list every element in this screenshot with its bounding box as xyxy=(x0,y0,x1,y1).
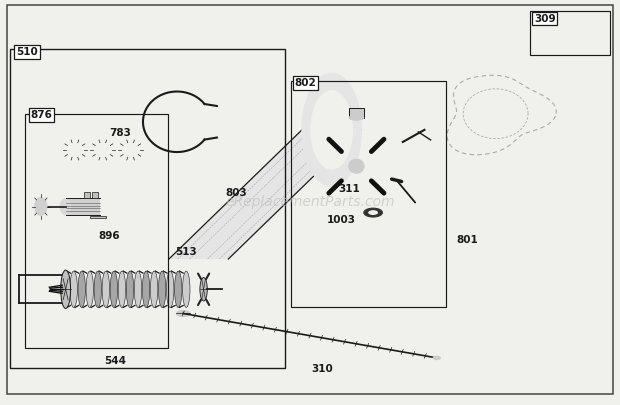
Ellipse shape xyxy=(118,271,126,307)
Ellipse shape xyxy=(62,271,69,307)
Ellipse shape xyxy=(94,271,102,307)
Ellipse shape xyxy=(110,271,118,307)
Ellipse shape xyxy=(102,271,110,307)
Text: 510: 510 xyxy=(16,47,38,57)
Ellipse shape xyxy=(151,271,158,307)
Bar xyxy=(349,108,364,118)
Ellipse shape xyxy=(364,208,383,217)
Text: 876: 876 xyxy=(30,110,52,119)
Text: 513: 513 xyxy=(175,247,197,257)
Polygon shape xyxy=(169,130,361,259)
Text: 803: 803 xyxy=(225,188,247,198)
Bar xyxy=(291,81,446,307)
Ellipse shape xyxy=(167,271,174,307)
Text: 309: 309 xyxy=(534,14,556,23)
Ellipse shape xyxy=(35,198,47,215)
Text: 544: 544 xyxy=(104,356,126,366)
Ellipse shape xyxy=(302,73,361,186)
Ellipse shape xyxy=(182,271,190,307)
Bar xyxy=(92,192,99,198)
Ellipse shape xyxy=(349,115,364,120)
Bar xyxy=(10,49,285,368)
Ellipse shape xyxy=(200,277,207,301)
Ellipse shape xyxy=(348,159,364,173)
Text: 801: 801 xyxy=(457,235,479,245)
Text: 896: 896 xyxy=(98,231,120,241)
Text: 783: 783 xyxy=(109,128,131,138)
Ellipse shape xyxy=(174,271,182,307)
Ellipse shape xyxy=(126,271,134,307)
Bar xyxy=(529,11,610,55)
Ellipse shape xyxy=(176,311,190,317)
Bar xyxy=(66,198,100,215)
Ellipse shape xyxy=(61,270,71,309)
Text: 311: 311 xyxy=(338,184,360,194)
Ellipse shape xyxy=(135,271,142,307)
Ellipse shape xyxy=(143,271,150,307)
Text: 1003: 1003 xyxy=(327,215,356,225)
Text: eReplacementParts.com: eReplacementParts.com xyxy=(225,196,395,209)
Bar xyxy=(84,192,91,198)
Text: 802: 802 xyxy=(294,78,316,88)
Ellipse shape xyxy=(311,90,353,169)
Ellipse shape xyxy=(86,271,94,307)
Ellipse shape xyxy=(433,356,441,360)
Bar xyxy=(25,114,168,348)
Text: 310: 310 xyxy=(311,364,333,374)
Ellipse shape xyxy=(78,271,86,307)
Ellipse shape xyxy=(60,198,71,215)
Ellipse shape xyxy=(70,271,78,307)
Bar xyxy=(91,216,106,218)
Ellipse shape xyxy=(368,210,378,215)
Ellipse shape xyxy=(159,271,166,307)
